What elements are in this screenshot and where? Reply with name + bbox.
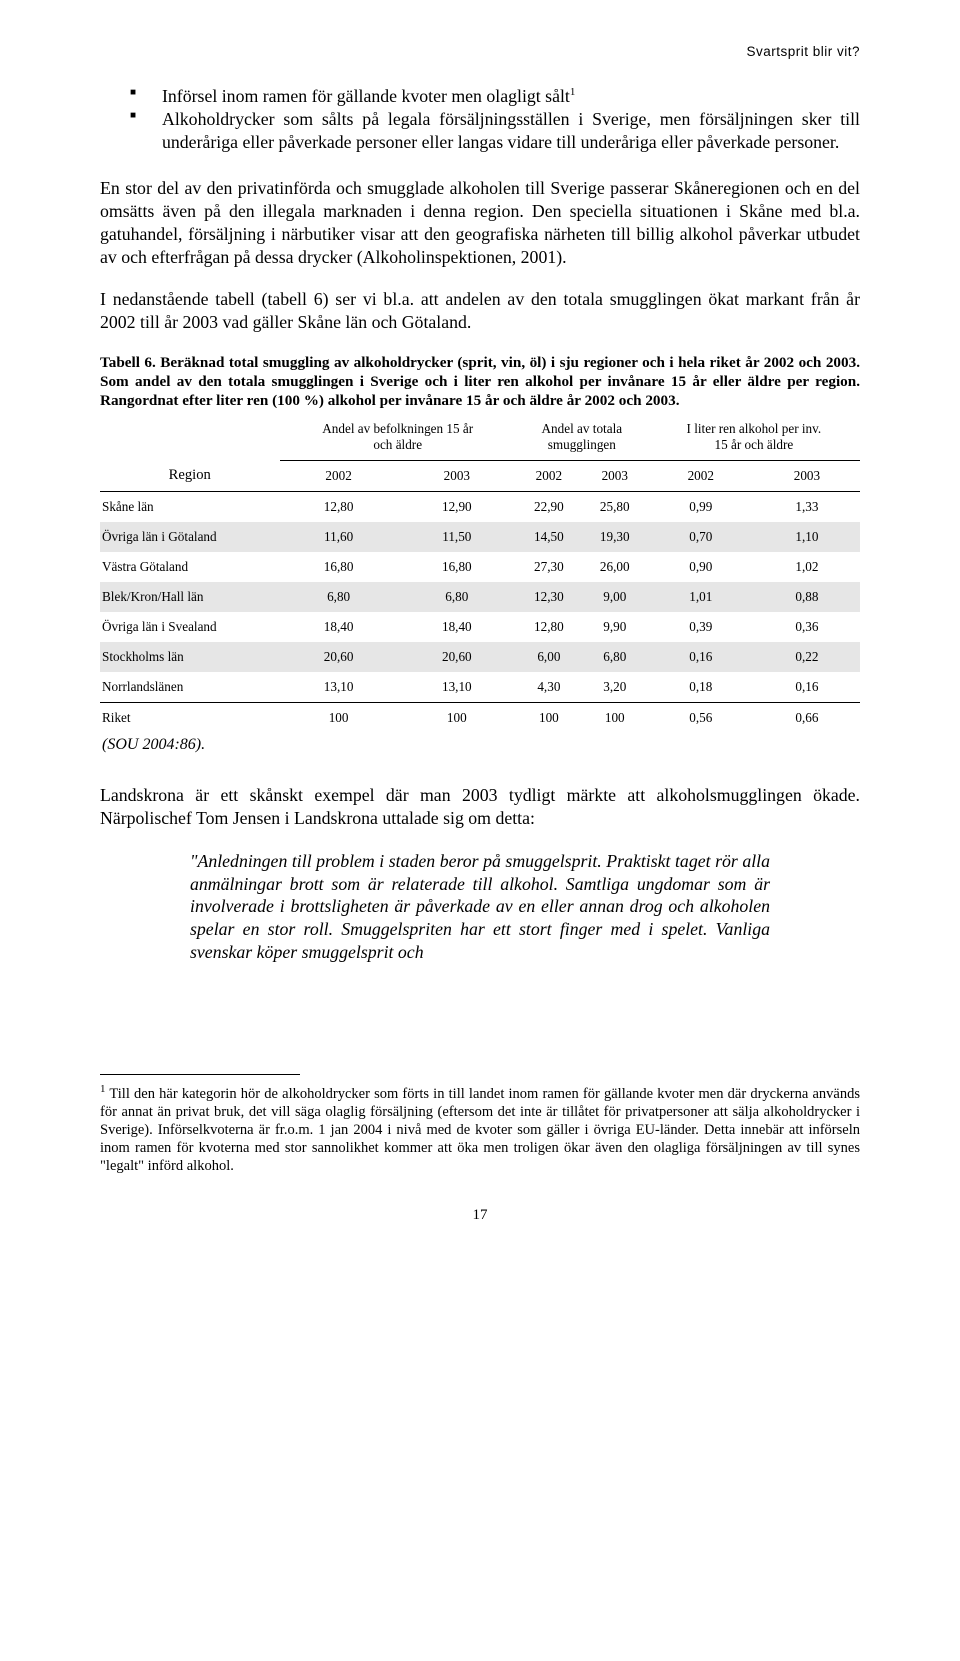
col-header-group: Andel av totalasmugglingen xyxy=(516,414,648,461)
col-year: 2003 xyxy=(582,461,648,492)
table-cell: 0,88 xyxy=(754,582,860,612)
table-cell: 0,70 xyxy=(648,522,754,552)
table-cell: 12,80 xyxy=(280,492,398,523)
table-cell: 0,56 xyxy=(648,703,754,734)
table-cell: 13,10 xyxy=(398,672,516,703)
table-cell: 11,60 xyxy=(280,522,398,552)
table-cell: Blek/Kron/Hall län xyxy=(100,582,280,612)
table-cell: 3,20 xyxy=(582,672,648,703)
table-cell: 1,01 xyxy=(648,582,754,612)
table-cell: 100 xyxy=(280,703,398,734)
footnote: 1 Till den här kategorin hör de alkohold… xyxy=(100,1083,860,1175)
table-cell: 18,40 xyxy=(280,612,398,642)
col-header-group: Andel av befolkningen 15 åroch äldre xyxy=(280,414,516,461)
table-cell: 19,30 xyxy=(582,522,648,552)
table-cell: 0,16 xyxy=(754,672,860,703)
page-number: 17 xyxy=(100,1207,860,1224)
col-year: 2002 xyxy=(280,461,398,492)
paragraph: I nedanstående tabell (tabell 6) ser vi … xyxy=(100,288,860,334)
table-cell: 100 xyxy=(582,703,648,734)
table-cell: 6,80 xyxy=(582,642,648,672)
table-row-total: Riket1001001001000,560,66 xyxy=(100,703,860,734)
bullet-text: Alkoholdrycker som sålts på legala försä… xyxy=(162,109,860,152)
paragraph: En stor del av den privatinförda och smu… xyxy=(100,177,860,268)
table-cell: 0,90 xyxy=(648,552,754,582)
table-cell: Norrlandslänen xyxy=(100,672,280,703)
table-row: Övriga län i Svealand18,4018,4012,809,90… xyxy=(100,612,860,642)
paragraph: Landskrona är ett skånskt exempel där ma… xyxy=(100,784,860,830)
table-cell: 16,80 xyxy=(398,552,516,582)
running-header: Svartsprit blir vit? xyxy=(100,44,860,59)
table-cell: 9,00 xyxy=(582,582,648,612)
table-cell: 6,00 xyxy=(516,642,582,672)
caption-bold: Tabell 6. Beräknad total smuggling av al… xyxy=(100,354,860,409)
table-cell: 12,30 xyxy=(516,582,582,612)
table-cell: 0,66 xyxy=(754,703,860,734)
table-cell: Övriga län i Götaland xyxy=(100,522,280,552)
table-cell: 1,02 xyxy=(754,552,860,582)
table-source: (SOU 2004:86). xyxy=(102,736,860,754)
table-cell: 0,99 xyxy=(648,492,754,523)
table-cell: 6,80 xyxy=(280,582,398,612)
table-cell: 0,39 xyxy=(648,612,754,642)
table-cell: 0,36 xyxy=(754,612,860,642)
col-year: 2003 xyxy=(754,461,860,492)
table-cell: 26,00 xyxy=(582,552,648,582)
table-cell: 27,30 xyxy=(516,552,582,582)
table-cell: Skåne län xyxy=(100,492,280,523)
table-cell: 25,80 xyxy=(582,492,648,523)
table-cell: 20,60 xyxy=(398,642,516,672)
col-header-region: Region xyxy=(100,414,280,492)
table-cell: 1,33 xyxy=(754,492,860,523)
table-cell: 12,90 xyxy=(398,492,516,523)
col-year: 2002 xyxy=(516,461,582,492)
bullet-text: Införsel inom ramen för gällande kvoter … xyxy=(162,86,570,106)
table-cell: Stockholms län xyxy=(100,642,280,672)
footnote-text: Till den här kategorin hör de alkoholdry… xyxy=(100,1086,860,1175)
footnote-ref: 1 xyxy=(570,86,576,98)
table-cell: 0,18 xyxy=(648,672,754,703)
bullet-list: Införsel inom ramen för gällande kvoter … xyxy=(130,85,860,153)
table-cell: 14,50 xyxy=(516,522,582,552)
bullet-item: Alkoholdrycker som sålts på legala försä… xyxy=(130,108,860,154)
table-cell: 20,60 xyxy=(280,642,398,672)
col-year: 2003 xyxy=(398,461,516,492)
table-cell: 4,30 xyxy=(516,672,582,703)
table-cell: 0,16 xyxy=(648,642,754,672)
table-cell: 18,40 xyxy=(398,612,516,642)
col-year: 2002 xyxy=(648,461,754,492)
table-row: Skåne län12,8012,9022,9025,800,991,33 xyxy=(100,492,860,523)
table-cell: 100 xyxy=(516,703,582,734)
table-cell: Övriga län i Svealand xyxy=(100,612,280,642)
table-cell: 12,80 xyxy=(516,612,582,642)
table-cell: Riket xyxy=(100,703,280,734)
table-cell: 0,22 xyxy=(754,642,860,672)
block-quote: "Anledningen till problem i staden beror… xyxy=(190,850,770,964)
table-row: Stockholms län20,6020,606,006,800,160,22 xyxy=(100,642,860,672)
table-caption: Tabell 6. Beräknad total smuggling av al… xyxy=(100,354,860,411)
table-cell: 13,10 xyxy=(280,672,398,703)
table-cell: 6,80 xyxy=(398,582,516,612)
data-table: Region Andel av befolkningen 15 åroch äl… xyxy=(100,414,860,733)
col-header-group: I liter ren alkohol per inv.15 år och äl… xyxy=(648,414,860,461)
table-cell: 16,80 xyxy=(280,552,398,582)
table-cell: 11,50 xyxy=(398,522,516,552)
table-row: Västra Götaland16,8016,8027,3026,000,901… xyxy=(100,552,860,582)
table-row: Övriga län i Götaland11,6011,5014,5019,3… xyxy=(100,522,860,552)
table-cell: 9,90 xyxy=(582,612,648,642)
table-cell: 1,10 xyxy=(754,522,860,552)
table-cell: Västra Götaland xyxy=(100,552,280,582)
footnote-rule xyxy=(100,1074,300,1075)
table-cell: 22,90 xyxy=(516,492,582,523)
bullet-item: Införsel inom ramen för gällande kvoter … xyxy=(130,85,860,108)
table-row: Norrlandslänen13,1013,104,303,200,180,16 xyxy=(100,672,860,703)
table-cell: 100 xyxy=(398,703,516,734)
table-row: Blek/Kron/Hall län6,806,8012,309,001,010… xyxy=(100,582,860,612)
